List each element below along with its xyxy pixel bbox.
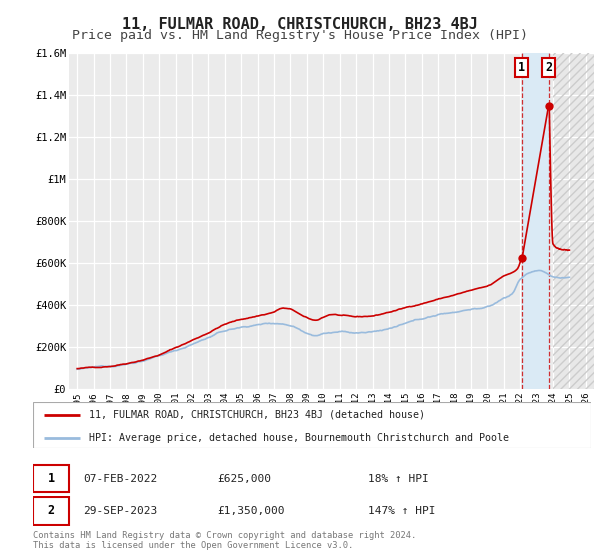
Text: 11, FULMAR ROAD, CHRISTCHURCH, BH23 4BJ (detached house): 11, FULMAR ROAD, CHRISTCHURCH, BH23 4BJ …	[89, 410, 425, 420]
Text: 29-SEP-2023: 29-SEP-2023	[83, 506, 157, 516]
Text: Contains HM Land Registry data © Crown copyright and database right 2024.
This d: Contains HM Land Registry data © Crown c…	[33, 531, 416, 550]
Text: 2: 2	[47, 505, 55, 517]
Bar	[522, 53, 549, 389]
Text: £625,000: £625,000	[217, 474, 271, 483]
Bar	[33, 465, 69, 492]
Text: £1,350,000: £1,350,000	[217, 506, 284, 516]
Text: HPI: Average price, detached house, Bournemouth Christchurch and Poole: HPI: Average price, detached house, Bour…	[89, 433, 509, 443]
Bar	[553, 53, 594, 389]
Text: 18% ↑ HPI: 18% ↑ HPI	[368, 474, 428, 483]
Bar	[553, 53, 594, 389]
Text: 11, FULMAR ROAD, CHRISTCHURCH, BH23 4BJ: 11, FULMAR ROAD, CHRISTCHURCH, BH23 4BJ	[122, 17, 478, 32]
Text: 07-FEB-2022: 07-FEB-2022	[83, 474, 157, 483]
Bar	[33, 497, 69, 525]
Text: 1: 1	[47, 472, 55, 485]
Text: 1: 1	[518, 62, 526, 74]
Text: 2: 2	[545, 62, 553, 74]
Text: 147% ↑ HPI: 147% ↑ HPI	[368, 506, 436, 516]
Text: Price paid vs. HM Land Registry's House Price Index (HPI): Price paid vs. HM Land Registry's House …	[72, 29, 528, 42]
